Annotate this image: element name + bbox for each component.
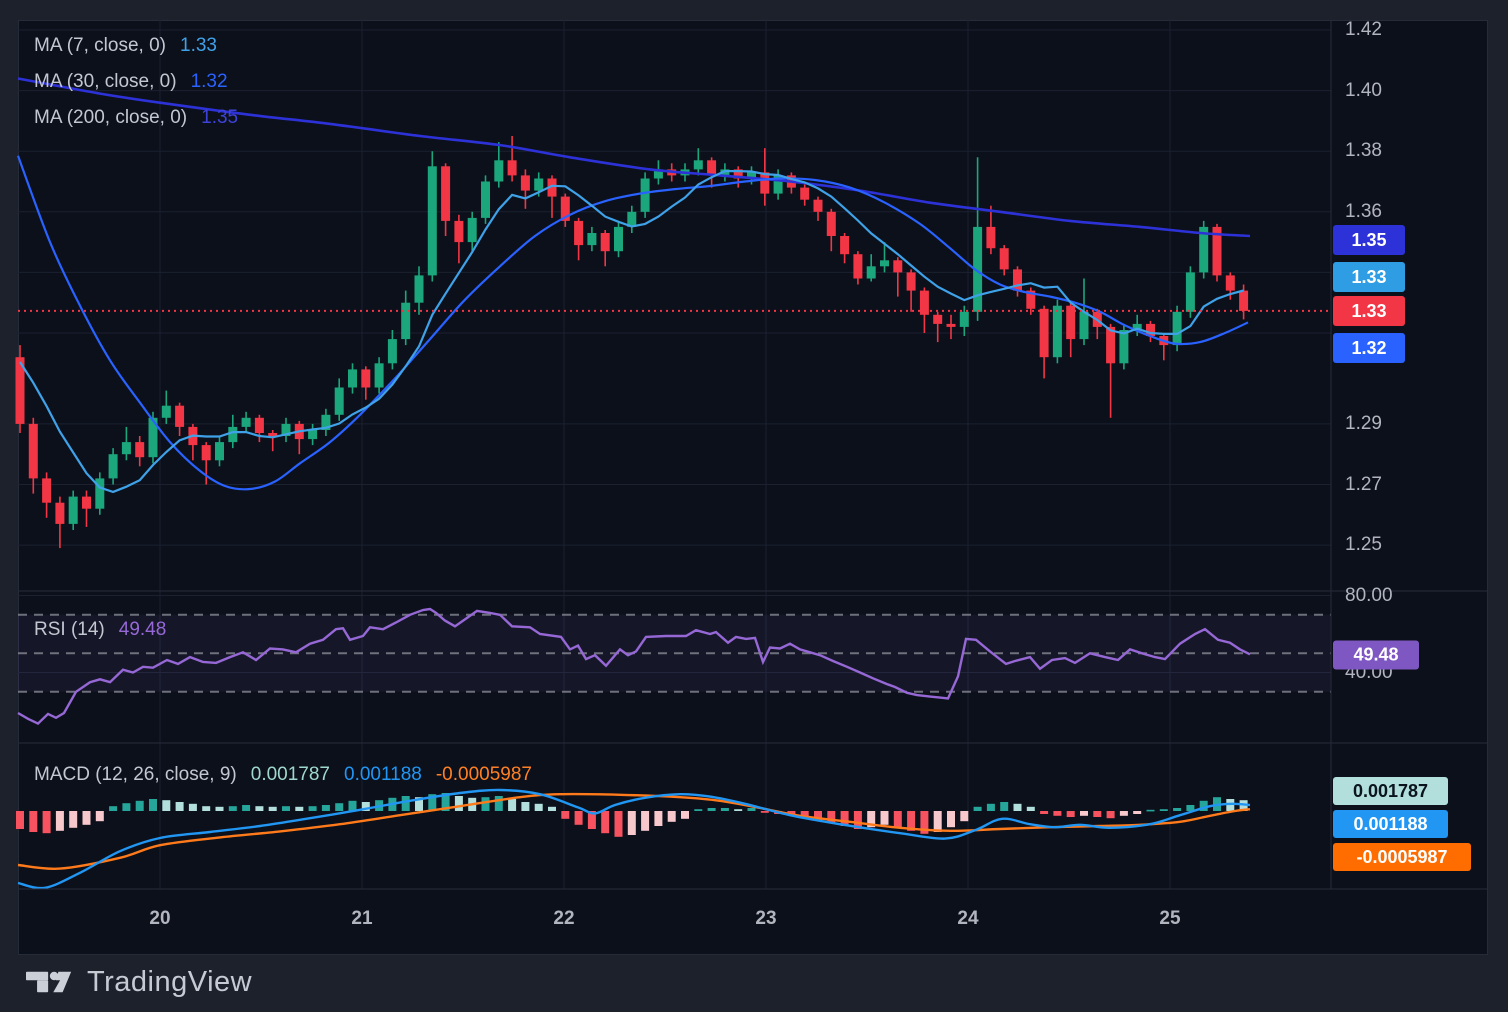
brand-name[interactable]: TradingView bbox=[87, 965, 253, 998]
rsi-value-badge: 49.48 bbox=[1333, 640, 1419, 670]
price-axis-label: 1.42 bbox=[1345, 19, 1382, 40]
macd-legend-label: MACD (12, 26, close, 9) bbox=[34, 764, 237, 785]
macd-legend-hist-value: 0.001787 bbox=[250, 764, 330, 785]
rsi-axis-label: 80.00 bbox=[1345, 584, 1393, 606]
price-axis-label: 1.40 bbox=[1345, 79, 1382, 101]
price-axis-label: 1.38 bbox=[1345, 140, 1382, 162]
price-badge-3: 1.32 bbox=[1333, 333, 1405, 363]
price-badge-0: 1.35 bbox=[1333, 225, 1405, 255]
rsi-legend-value: 49.48 bbox=[118, 619, 167, 640]
legend-ma7-value: 1.33 bbox=[180, 35, 217, 56]
macd-legend-line-value: 0.001188 bbox=[344, 764, 422, 785]
price-axis-label: 1.29 bbox=[1345, 412, 1382, 434]
price-badge-1: 1.33 bbox=[1333, 262, 1405, 292]
time-axis-label-22: 22 bbox=[553, 908, 575, 929]
macd-badge-1: 0.001188 bbox=[1333, 810, 1448, 838]
macd-badge-2: -0.0005987 bbox=[1333, 843, 1471, 871]
legend-ma7-label: MA (7, close, 0) bbox=[34, 35, 166, 56]
time-axis-label-20: 20 bbox=[149, 908, 171, 929]
price-axis-label: 1.36 bbox=[1345, 200, 1382, 222]
legend-ma200-label: MA (200, close, 0) bbox=[34, 107, 188, 128]
legend-ma200[interactable]: MA (200, close, 0) 1.35 bbox=[34, 100, 238, 136]
main-indicators-legend: MA (7, close, 0) 1.33 MA (30, close, 0) … bbox=[34, 28, 238, 136]
macd-legend[interactable]: MACD (12, 26, close, 9) 0.001787 0.00118… bbox=[34, 757, 532, 793]
macd-badge-0: 0.001787 bbox=[1333, 777, 1448, 805]
time-axis-label-23: 23 bbox=[755, 908, 777, 929]
legend-ma30-label: MA (30, close, 0) bbox=[34, 71, 177, 92]
legend-ma30-value: 1.32 bbox=[190, 71, 228, 92]
rsi-legend[interactable]: RSI (14) 49.48 bbox=[34, 612, 166, 648]
price-badge-2: 1.33 bbox=[1333, 296, 1405, 326]
rsi-legend-label: RSI (14) bbox=[34, 619, 105, 640]
legend-ma30[interactable]: MA (30, close, 0) 1.32 bbox=[34, 64, 238, 100]
price-axis-label: 1.27 bbox=[1345, 473, 1382, 495]
tradingview-logo-icon[interactable] bbox=[26, 967, 72, 997]
legend-ma7[interactable]: MA (7, close, 0) 1.33 bbox=[34, 28, 238, 64]
price-axis-label: 1.25 bbox=[1345, 534, 1382, 556]
footer: TradingView bbox=[26, 956, 252, 1008]
time-axis-label-24: 24 bbox=[957, 908, 979, 929]
time-axis-label-21: 21 bbox=[351, 908, 373, 929]
legend-ma200-value: 1.35 bbox=[201, 107, 239, 128]
macd-legend-signal-value: -0.0005987 bbox=[435, 764, 532, 785]
time-axis-label-25: 25 bbox=[1159, 908, 1181, 929]
